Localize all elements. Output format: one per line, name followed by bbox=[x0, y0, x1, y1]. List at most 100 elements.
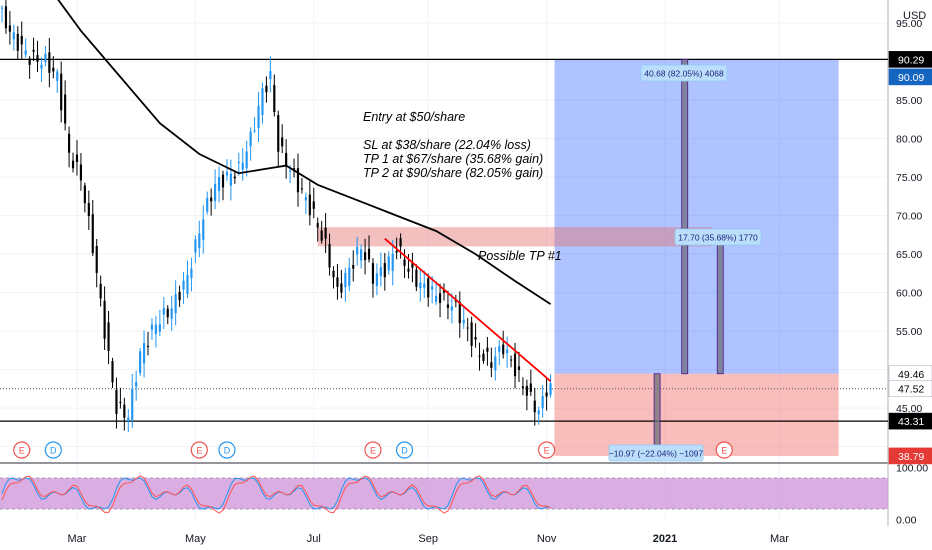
candle-body bbox=[190, 268, 193, 278]
price-tag-box-3 bbox=[888, 380, 932, 397]
event-earnings-6[interactable] bbox=[538, 441, 556, 459]
candle-body bbox=[379, 267, 382, 277]
candle-body bbox=[395, 250, 398, 253]
candle-body bbox=[154, 324, 157, 335]
candle-body bbox=[494, 356, 497, 371]
candle-body bbox=[202, 219, 205, 240]
candle-body bbox=[119, 401, 122, 404]
candle-body bbox=[316, 222, 319, 228]
event-letter-7[interactable]: E bbox=[721, 446, 727, 456]
candle-body bbox=[415, 269, 418, 287]
candle-body bbox=[36, 55, 39, 62]
price-tag-3: 47.52 bbox=[898, 384, 924, 396]
candle-body bbox=[186, 275, 189, 294]
candle-body bbox=[249, 131, 252, 147]
candle-body bbox=[498, 346, 501, 352]
candle-body bbox=[348, 267, 351, 286]
candle-body bbox=[16, 33, 19, 51]
oscillator-tick-1: 0.00 bbox=[896, 514, 917, 526]
candle-body bbox=[182, 280, 185, 290]
candle-body bbox=[308, 194, 311, 216]
candle-body bbox=[277, 115, 280, 152]
candles bbox=[0, 0, 552, 433]
tp1-label: 17.70 (35.68%) 1770 bbox=[678, 233, 758, 243]
price-tag-box-0 bbox=[888, 51, 932, 68]
support-resistance-lines bbox=[0, 58, 888, 422]
event-earnings-2[interactable] bbox=[190, 441, 208, 459]
candle-body bbox=[24, 50, 27, 55]
oscillator-pane bbox=[0, 475, 888, 514]
candle-body bbox=[438, 293, 442, 303]
candle-body bbox=[83, 185, 86, 204]
tp2-measure-bar bbox=[681, 58, 689, 375]
event-letter-5[interactable]: D bbox=[401, 446, 408, 456]
candle-body bbox=[411, 262, 414, 268]
candle-body bbox=[324, 227, 327, 239]
candle-body bbox=[269, 71, 272, 80]
candle-body bbox=[533, 400, 536, 413]
candle-body bbox=[431, 286, 434, 290]
loss-label: −10.97 (−22.04%) −1097 bbox=[609, 449, 704, 459]
time-tick-3: Sep bbox=[418, 533, 438, 545]
candle-body bbox=[79, 164, 83, 181]
candle-body bbox=[257, 105, 260, 128]
candle-body bbox=[423, 283, 426, 288]
annotation-line-4: TP 2 at $90/share (82.05% gain) bbox=[363, 166, 543, 180]
candle-body bbox=[135, 381, 138, 387]
price-tick-7: 60.00 bbox=[896, 288, 922, 300]
event-letter-0[interactable]: E bbox=[19, 446, 25, 456]
event-letter-4[interactable]: E bbox=[370, 446, 376, 456]
event-letter-6[interactable]: E bbox=[544, 446, 550, 456]
profit-label-box bbox=[640, 64, 728, 82]
price-tick-3: 80.00 bbox=[896, 134, 922, 146]
candle-body bbox=[4, 6, 8, 29]
candle-body bbox=[312, 201, 315, 209]
candle-body bbox=[490, 362, 493, 368]
candle-body bbox=[387, 256, 390, 271]
event-letter-2[interactable]: E bbox=[196, 446, 202, 456]
annotation-line-3: TP 1 at $67/share (35.68% gain) bbox=[363, 152, 543, 166]
loss-measure-bar bbox=[653, 373, 661, 457]
event-dividend-5[interactable] bbox=[395, 441, 414, 459]
price-tag-4: 43.31 bbox=[898, 416, 924, 428]
oscillator-k-line bbox=[1, 477, 551, 510]
price-tag-box-5 bbox=[888, 447, 932, 465]
time-tick-6: Mar bbox=[770, 533, 789, 545]
candle-body bbox=[541, 395, 544, 409]
candle-body bbox=[344, 272, 347, 288]
candle-body bbox=[123, 404, 126, 418]
time-tick-4: Nov bbox=[537, 533, 557, 545]
event-dividend-3[interactable] bbox=[218, 441, 236, 459]
oscillator-d-line bbox=[1, 475, 551, 514]
price-tag-1: 90.09 bbox=[898, 72, 924, 84]
candle-body bbox=[442, 289, 446, 293]
event-letter-1[interactable]: D bbox=[50, 446, 57, 456]
candle-body bbox=[170, 308, 173, 319]
candle-body bbox=[261, 88, 264, 116]
candle-body bbox=[217, 177, 221, 192]
candle-body bbox=[352, 265, 355, 269]
candle-body bbox=[142, 343, 146, 364]
candle-body bbox=[281, 137, 284, 147]
candle-body bbox=[103, 300, 106, 339]
candle-body bbox=[549, 383, 552, 395]
candle-body bbox=[289, 170, 292, 172]
event-dividend-1[interactable] bbox=[44, 441, 62, 459]
profit-zone bbox=[554, 59, 839, 374]
event-letter-3[interactable]: D bbox=[224, 446, 231, 456]
moving-average bbox=[57, 0, 552, 305]
time-tick-0: Mar bbox=[68, 533, 87, 545]
candle-body bbox=[419, 282, 422, 289]
candle-body bbox=[111, 361, 114, 383]
annotation-line-2: SL at $38/share (22.04% loss) bbox=[363, 138, 531, 152]
candle-body bbox=[166, 308, 169, 318]
candle-body bbox=[510, 359, 513, 361]
candle-body bbox=[403, 259, 406, 266]
candle-body bbox=[466, 327, 469, 329]
candle-body bbox=[233, 176, 236, 179]
event-earnings-4[interactable] bbox=[364, 441, 382, 459]
event-earnings-7[interactable] bbox=[715, 441, 733, 459]
event-earnings-0[interactable] bbox=[13, 441, 31, 459]
